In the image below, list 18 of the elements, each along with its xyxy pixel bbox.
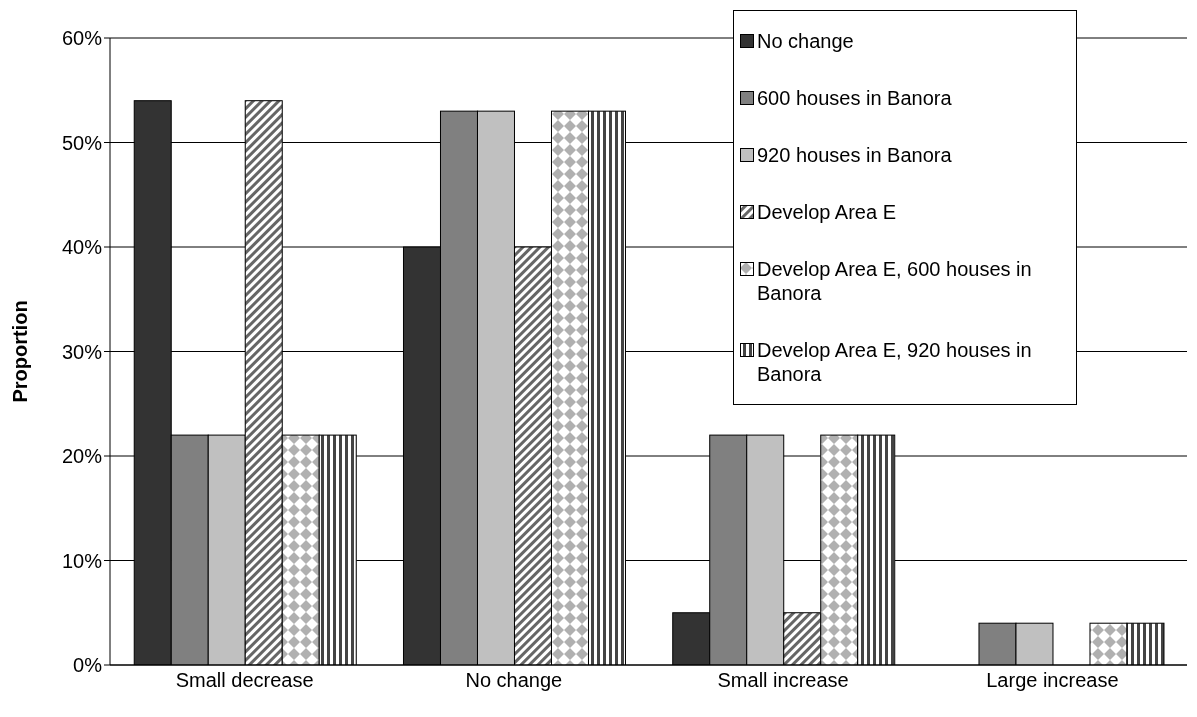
x-tick-label: Small increase <box>717 669 849 692</box>
y-tick-label: 10% <box>61 549 103 572</box>
x-tick-label: Small decrease <box>175 669 314 692</box>
x-tick-label: Large increase <box>986 669 1119 692</box>
y-axis-title: Proportion <box>9 300 32 403</box>
y-tick-label: 30% <box>61 340 103 363</box>
legend-label: Develop Area E, 600 houses in Banora <box>757 256 1033 305</box>
legend-label: Develop Area E <box>757 199 896 224</box>
y-tick-label: 50% <box>61 131 103 154</box>
legend-label: Develop Area E, 920 houses in Banora <box>757 337 1033 386</box>
legend-label: 600 houses in Banora <box>757 86 952 111</box>
legend-label: 920 houses in Banora <box>757 143 952 168</box>
y-tick-label: 40% <box>61 236 103 259</box>
y-tick-label: 20% <box>61 445 103 468</box>
y-tick-label: 0% <box>73 654 103 677</box>
legend-label: No change <box>757 29 854 54</box>
y-tick-label: 60% <box>61 27 103 50</box>
x-tick-label: No change <box>465 669 563 692</box>
